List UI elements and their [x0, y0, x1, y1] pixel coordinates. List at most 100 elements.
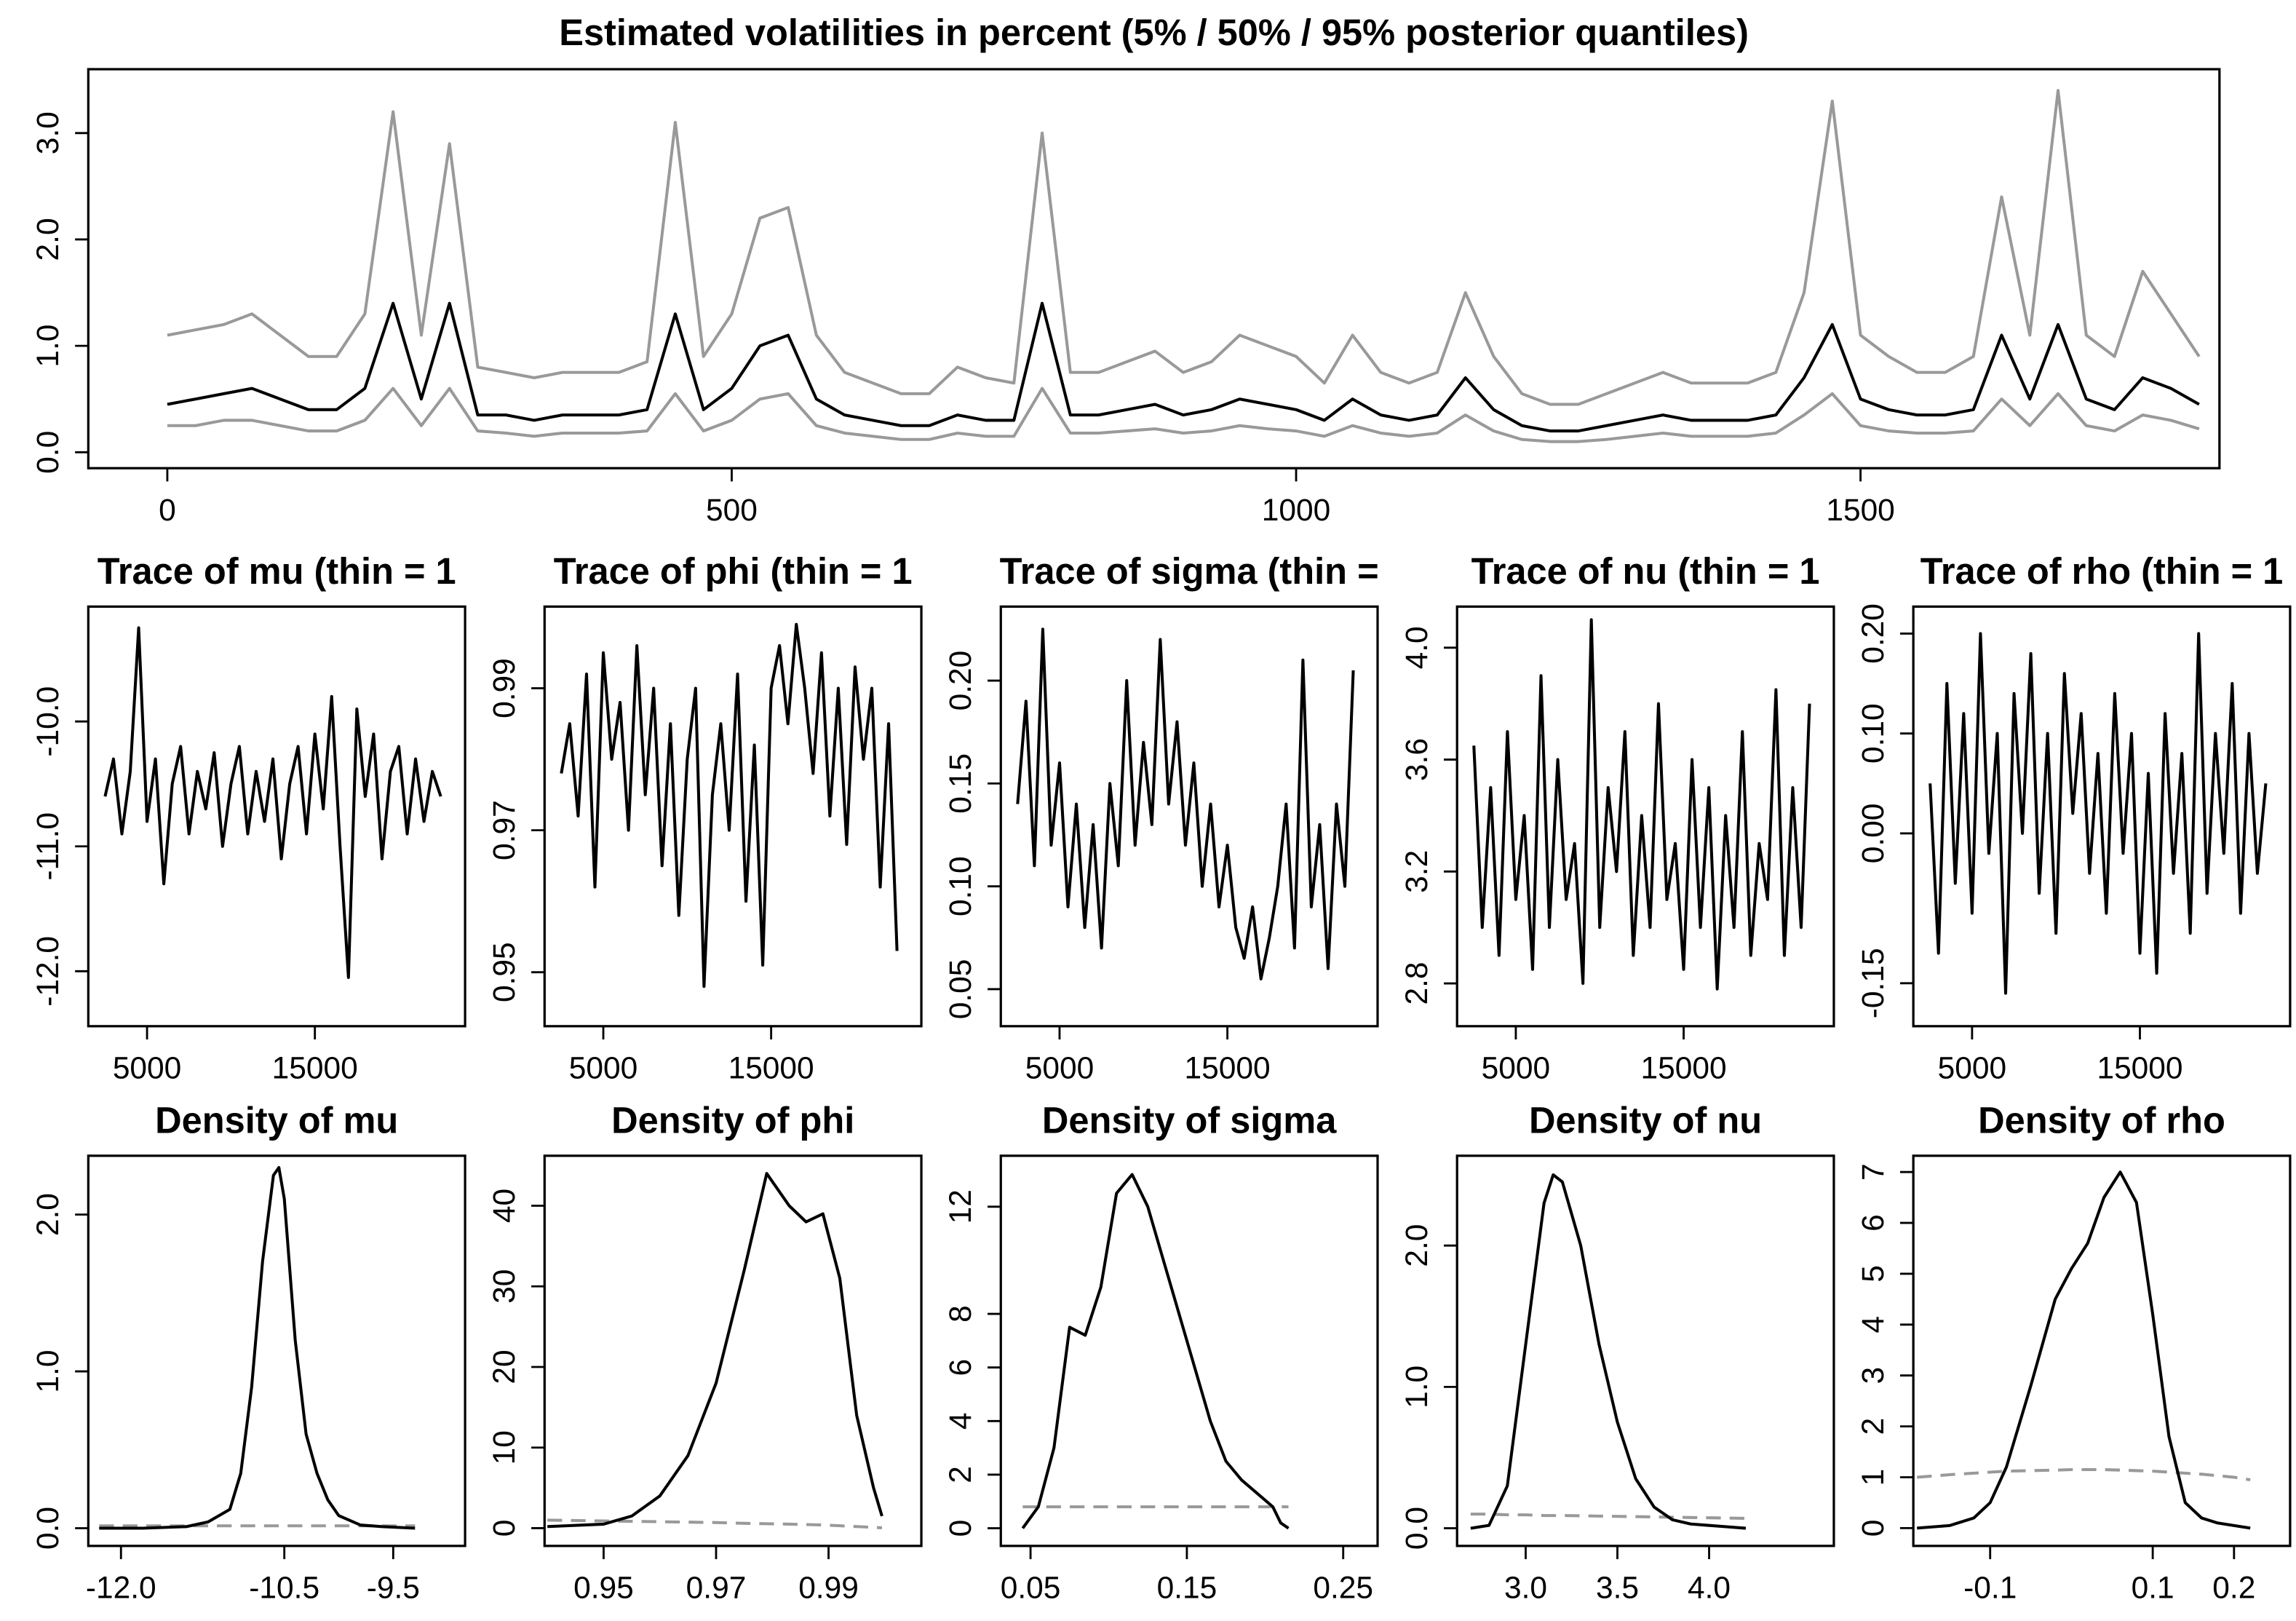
chart-title: Estimated volatilities in percent (5% / … [559, 12, 1749, 53]
y-tick-label: 10 [487, 1430, 521, 1465]
x-tick-label: 15000 [1185, 1051, 1271, 1085]
chart-title: Density of rho [1978, 1100, 2225, 1141]
x-tick-label: 0.97 [686, 1571, 747, 1605]
plot-frame [87, 605, 466, 1028]
chart-title: Trace of sigma (thin = [1000, 550, 1379, 592]
series-line [103, 626, 442, 979]
plot-frame [87, 68, 2221, 469]
chart-title: Trace of phi (thin = 1 [554, 550, 913, 592]
x-tick-label: -12.0 [86, 1571, 156, 1605]
y-tick-label: 1.0 [1399, 1366, 1434, 1408]
x-tick-label: 0.95 [573, 1571, 634, 1605]
chart-title: Trace of rho (thin = 1 [1920, 550, 2284, 592]
chart-title: Trace of mu (thin = 1 [98, 550, 456, 592]
x-tick-label: 1500 [1826, 493, 1894, 527]
series-line [1016, 627, 1355, 980]
x-tick-label: -10.5 [249, 1571, 319, 1605]
x-tick-label: -0.1 [1963, 1571, 2017, 1605]
series-line [547, 1518, 883, 1529]
y-tick-label: 30 [487, 1269, 521, 1304]
y-tick-label: 6 [1856, 1214, 1890, 1232]
x-tick-label: 5000 [1025, 1051, 1094, 1085]
y-tick-label: 4 [943, 1412, 977, 1430]
x-tick-label: 15000 [1640, 1051, 1726, 1085]
x-tick-label: 3.0 [1504, 1571, 1547, 1605]
plot-frame [1912, 1154, 2292, 1547]
y-tick-label: 7 [1856, 1163, 1890, 1181]
series-line [1470, 1513, 1747, 1520]
series-line [167, 301, 2200, 433]
series-line [1470, 1173, 1747, 1530]
y-tick-label: 0.05 [943, 959, 977, 1020]
x-tick-label: 0.2 [2212, 1571, 2255, 1605]
y-tick-label: 20 [487, 1349, 521, 1384]
y-tick-label: 40 [487, 1189, 521, 1223]
y-tick-label: 0.0 [31, 1507, 65, 1550]
plot-frame [999, 1154, 1379, 1547]
plot-frame [543, 605, 923, 1028]
series-line [1917, 1467, 2251, 1481]
series-line [167, 89, 2201, 406]
x-tick-label: 0.99 [798, 1571, 859, 1605]
y-tick-label: 5 [1856, 1265, 1890, 1283]
y-tick-label: -10.0 [31, 686, 65, 757]
y-tick-label: 3.2 [1399, 850, 1434, 893]
y-tick-label: 0.0 [1399, 1507, 1434, 1550]
series-line [1928, 632, 2268, 995]
x-tick-label: 0.25 [1313, 1571, 1373, 1605]
x-tick-label: 0.15 [1157, 1571, 1217, 1605]
x-tick-label: 15000 [2097, 1051, 2182, 1085]
y-tick-label: 0 [943, 1520, 977, 1537]
y-tick-label: -0.15 [1856, 948, 1890, 1018]
x-tick-label: 4.0 [1688, 1571, 1731, 1605]
x-tick-label: 5000 [1482, 1051, 1550, 1085]
series-line [167, 387, 2200, 443]
y-tick-label: 0.20 [943, 651, 977, 711]
x-tick-label: 15000 [728, 1051, 814, 1085]
y-tick-label: 2.0 [31, 218, 65, 261]
y-tick-label: 12 [943, 1189, 977, 1224]
x-tick-label: 5000 [113, 1051, 181, 1085]
series-line [1472, 618, 1811, 991]
y-tick-label: 0.10 [1856, 703, 1890, 764]
y-tick-label: 0.97 [487, 800, 521, 860]
x-tick-label: 0 [159, 493, 176, 527]
chart-title: Trace of nu (thin = 1 [1471, 550, 1820, 592]
y-tick-label: 0.99 [487, 658, 521, 718]
plot-frame [1455, 1154, 1835, 1547]
x-tick-label: 500 [706, 493, 758, 527]
chart-title: Density of phi [611, 1100, 854, 1141]
y-tick-label: 1.0 [31, 325, 65, 368]
y-tick-label: 0.15 [943, 753, 977, 814]
y-tick-label: -11.0 [31, 812, 65, 881]
series-line [99, 1165, 416, 1530]
y-tick-label: 0.95 [487, 942, 521, 1002]
y-tick-label: 0.10 [943, 856, 977, 916]
x-tick-label: -9.5 [367, 1571, 420, 1605]
y-tick-label: 2.0 [1399, 1224, 1434, 1267]
y-tick-label: 4.0 [1399, 626, 1434, 669]
y-tick-label: 2.8 [1399, 962, 1434, 1005]
plot-frame [1455, 605, 1835, 1028]
x-tick-label: 3.5 [1596, 1571, 1639, 1605]
plot-frame [543, 1154, 923, 1547]
y-tick-label: 3.0 [31, 111, 65, 154]
y-tick-label: 8 [943, 1305, 977, 1323]
y-tick-label: 2 [1856, 1418, 1890, 1435]
chart-title: Density of nu [1529, 1100, 1762, 1141]
x-tick-label: 5000 [1938, 1051, 2006, 1085]
plot-frame [999, 605, 1379, 1028]
x-tick-label: 1000 [1262, 493, 1330, 527]
y-tick-label: 0.20 [1856, 603, 1890, 664]
series-line [1917, 1170, 2251, 1530]
y-tick-label: 4 [1856, 1316, 1890, 1333]
y-tick-label: 6 [943, 1359, 977, 1376]
y-tick-label: 3 [1856, 1367, 1890, 1384]
y-tick-label: 1 [1856, 1469, 1890, 1486]
series-line [560, 622, 899, 988]
y-tick-label: -12.0 [31, 936, 65, 1007]
series-line [1021, 1173, 1290, 1530]
series-line [547, 1172, 883, 1529]
